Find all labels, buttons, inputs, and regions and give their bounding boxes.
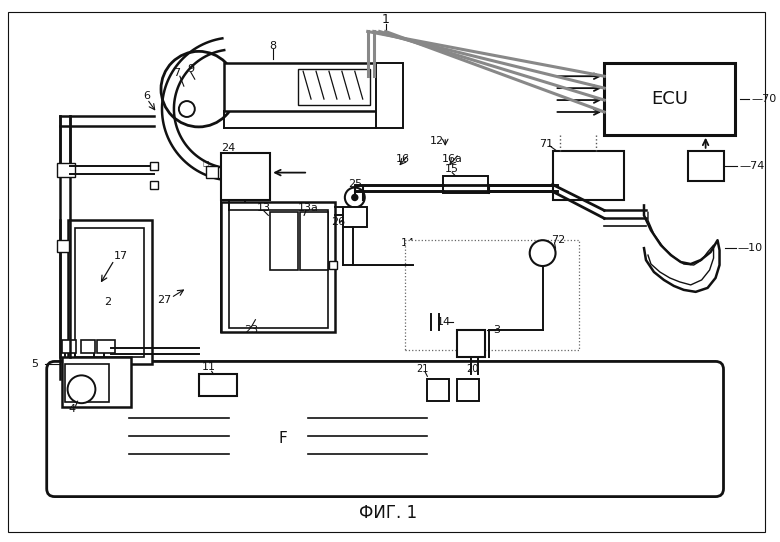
Bar	[552, 151, 624, 201]
Bar	[224, 63, 378, 111]
Text: 23: 23	[244, 325, 258, 334]
Bar	[68, 220, 152, 364]
Text: 25: 25	[348, 178, 362, 189]
Bar	[427, 379, 449, 401]
Text: 24: 24	[222, 143, 236, 153]
Circle shape	[68, 376, 95, 403]
Bar	[81, 340, 95, 353]
Bar	[75, 228, 144, 358]
Text: ECU: ECU	[651, 90, 688, 108]
Text: 71: 71	[540, 139, 554, 149]
Bar	[150, 180, 158, 189]
Text: 7: 7	[173, 68, 180, 78]
Circle shape	[345, 188, 365, 208]
FancyBboxPatch shape	[47, 362, 724, 496]
Text: 16a: 16a	[441, 154, 463, 164]
Text: —10: —10	[737, 243, 763, 253]
Bar	[271, 212, 298, 270]
Bar	[298, 69, 370, 105]
Bar	[413, 248, 449, 280]
Bar	[206, 166, 218, 178]
Bar	[413, 282, 449, 314]
Text: 14: 14	[400, 238, 414, 248]
Text: 13: 13	[257, 203, 271, 214]
Bar	[443, 176, 488, 193]
Circle shape	[179, 101, 195, 117]
Bar	[199, 375, 236, 396]
Bar	[300, 212, 328, 270]
Text: 26: 26	[331, 217, 345, 227]
Text: —70: —70	[751, 94, 777, 104]
Bar	[62, 340, 76, 353]
Text: 2: 2	[104, 297, 111, 307]
Text: □: □	[202, 160, 209, 167]
Text: ФИГ. 1: ФИГ. 1	[359, 505, 417, 522]
Bar	[688, 151, 724, 180]
Text: 21: 21	[417, 364, 428, 375]
Bar	[457, 379, 479, 401]
Bar	[98, 340, 115, 353]
Circle shape	[352, 195, 358, 201]
Bar	[604, 63, 736, 135]
Text: 27: 27	[157, 295, 171, 305]
Text: 3: 3	[494, 325, 501, 334]
Bar	[376, 63, 403, 128]
Text: 8: 8	[270, 41, 277, 51]
Text: 4: 4	[68, 404, 75, 414]
Text: 72: 72	[551, 235, 565, 245]
Text: 14: 14	[438, 317, 452, 327]
Bar	[229, 210, 328, 328]
Text: 9: 9	[187, 64, 194, 74]
Text: 16: 16	[395, 154, 410, 164]
Text: —74: —74	[739, 160, 764, 171]
Bar	[221, 153, 271, 201]
Bar	[343, 208, 367, 227]
Text: 5: 5	[31, 359, 38, 370]
Bar	[65, 364, 109, 402]
Bar	[57, 163, 75, 177]
Circle shape	[161, 51, 236, 127]
Bar	[329, 261, 337, 269]
Text: F: F	[279, 431, 288, 447]
Text: 15: 15	[445, 164, 459, 173]
Text: 13a: 13a	[298, 203, 318, 214]
Bar	[150, 162, 158, 170]
Bar	[457, 330, 485, 358]
Text: 17: 17	[114, 251, 128, 261]
Bar	[57, 240, 69, 252]
Text: 1: 1	[381, 13, 389, 26]
Text: 20: 20	[466, 364, 478, 375]
Text: 12: 12	[431, 136, 445, 146]
Bar	[221, 202, 335, 332]
Text: 6: 6	[144, 91, 151, 101]
Text: 11: 11	[202, 363, 216, 372]
Bar	[406, 240, 580, 350]
Circle shape	[530, 240, 555, 266]
Bar	[62, 358, 131, 407]
